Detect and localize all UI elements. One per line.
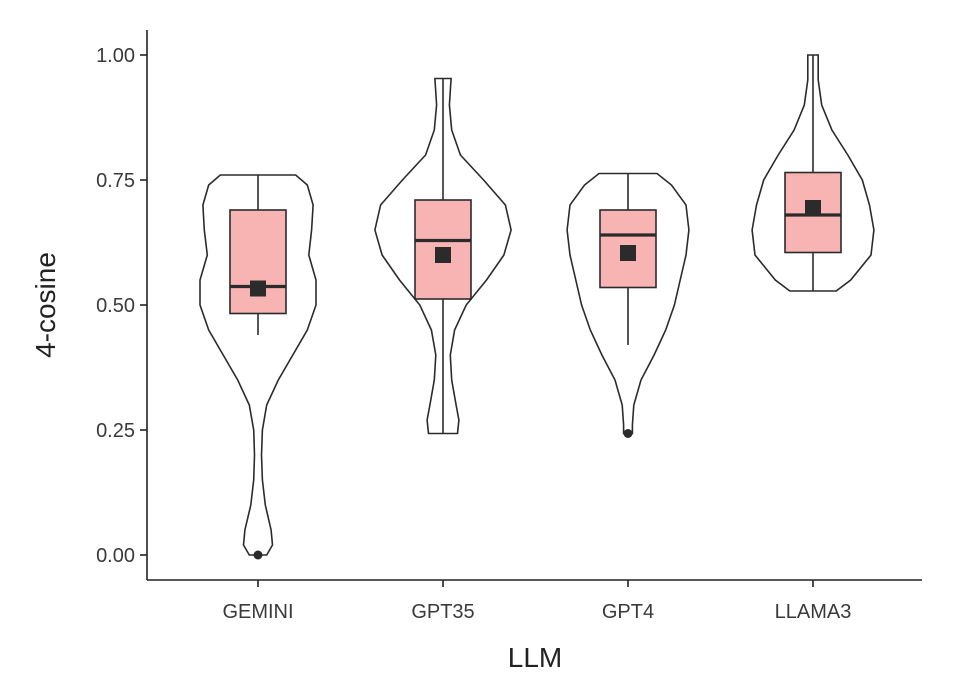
outlier-point [624,429,633,438]
mean-marker [250,281,266,297]
x-tick-label: LLAMA3 [775,601,852,623]
x-tick-label: GPT35 [411,601,474,623]
y-axis: 0.00 0.25 0.50 0.75 1.00 [96,30,147,580]
x-axis: GEMINI GPT35 GPT4 LLAMA3 [147,580,922,623]
y-tick-label: 1.00 [96,45,135,67]
mean-marker [805,200,821,216]
x-axis-title: LLM [508,642,562,673]
mean-marker [435,247,451,263]
iqr-box [230,210,286,314]
y-tick-label: 0.50 [96,295,135,317]
x-tick-label: GPT4 [602,601,654,623]
y-tick-label: 0.75 [96,170,135,192]
violin-group-gemini [200,175,316,560]
outlier-point [254,551,263,560]
y-axis-title: 4-cosine [30,252,61,358]
y-tick-label: 0.25 [96,420,135,442]
mean-marker [620,245,636,261]
violin-group-gpt35 [375,79,511,434]
y-tick-label: 0.00 [96,545,135,567]
violin-group-llama3 [752,55,874,291]
violin-group-gpt4 [567,174,689,439]
plot-area [200,55,874,560]
x-tick-label: GEMINI [222,601,293,623]
